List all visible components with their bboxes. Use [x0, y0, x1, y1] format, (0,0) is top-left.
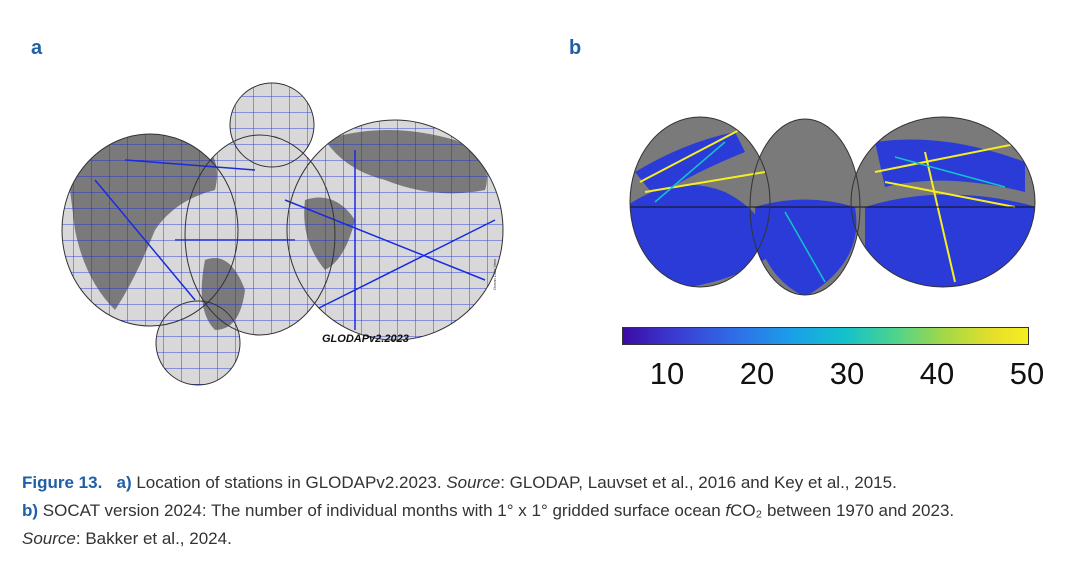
colorbar-tick-40: 40: [919, 356, 955, 391]
caption-a-source-label: Source: [446, 473, 501, 492]
caption-line-2: b) SOCAT version 2024: The number of ind…: [22, 501, 954, 521]
caption-b-text-2: CO₂ between 1970 and 2023.: [730, 501, 955, 520]
socat-month-map: [629, 116, 1036, 296]
figure-label: Figure 13.: [22, 473, 103, 492]
caption-b-source: : Bakker et al., 2024.: [75, 529, 232, 548]
caption-line-1: Figure 13. a) Location of stations in GL…: [22, 473, 897, 493]
map-b-outlines: [629, 116, 1036, 296]
caption-b-label: b): [22, 501, 39, 520]
colorbar: [622, 327, 1029, 345]
colorbar-tick-20: 20: [739, 356, 775, 391]
map-b-lobes: [630, 117, 1035, 295]
caption-b-f: f: [725, 501, 731, 520]
map-a-outlines: [61, 82, 504, 386]
caption-line-3: Source: Bakker et al., 2024.: [22, 529, 232, 549]
map-a-lobes: [62, 83, 503, 385]
caption-a-label: a): [116, 473, 132, 492]
odv-credit: Ocean Data View: [492, 258, 497, 290]
colorbar-tick-50: 50: [1009, 356, 1045, 391]
colorbar-tick-30: 30: [829, 356, 865, 391]
caption-a-source: : GLODAP, Lauvset et al., 2016 and Key e…: [500, 473, 897, 492]
glodap-station-map: [61, 82, 504, 386]
colorbar-tick-10: 10: [649, 356, 685, 391]
panel-b-label: b: [569, 37, 582, 59]
glodap-product-label: GLODAPv2.2023: [322, 333, 409, 345]
caption-b-source-label: Source: [22, 529, 76, 548]
caption-b-text-1: SOCAT version 2024: The number of indivi…: [42, 501, 726, 520]
panel-a-label: a: [31, 37, 43, 59]
caption-a-text: Location of stations in GLODAPv2.2023.: [136, 473, 447, 492]
